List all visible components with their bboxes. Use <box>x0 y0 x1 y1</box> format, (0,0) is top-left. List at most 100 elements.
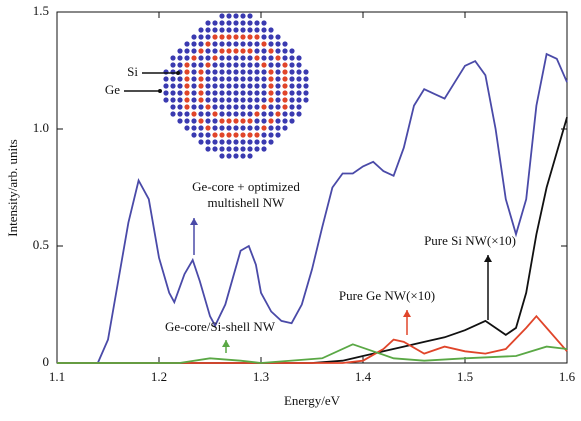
atom <box>177 76 183 82</box>
atom <box>233 48 239 54</box>
atom <box>170 90 176 96</box>
annotation: Pure Si NW(×10) <box>424 233 516 248</box>
atom <box>233 118 239 124</box>
atom <box>275 76 281 82</box>
atom <box>205 83 211 89</box>
atom <box>198 125 204 131</box>
atom <box>247 76 253 82</box>
atom <box>240 27 246 33</box>
atom <box>275 83 281 89</box>
atom <box>198 111 204 117</box>
atom <box>233 90 239 96</box>
atom <box>198 118 204 124</box>
atom <box>268 118 274 124</box>
atom <box>205 69 211 75</box>
atom <box>191 41 197 47</box>
atom <box>268 125 274 131</box>
atom <box>198 34 204 40</box>
atom <box>275 111 281 117</box>
x-tick-label: 1.5 <box>457 369 473 384</box>
atom <box>163 90 169 96</box>
atom <box>212 41 218 47</box>
atom <box>268 27 274 33</box>
atom <box>254 69 260 75</box>
atom <box>177 90 183 96</box>
atom <box>282 97 288 103</box>
atom <box>282 125 288 131</box>
atom <box>219 48 225 54</box>
atom <box>177 62 183 68</box>
atom <box>289 69 295 75</box>
atom <box>261 139 267 145</box>
atom <box>170 83 176 89</box>
atom <box>226 69 232 75</box>
atom <box>254 146 260 152</box>
atom <box>212 104 218 110</box>
atom <box>191 48 197 54</box>
atom <box>247 27 253 33</box>
atom <box>184 48 190 54</box>
atom <box>268 90 274 96</box>
atom <box>205 27 211 33</box>
atom <box>219 90 225 96</box>
atom <box>205 76 211 82</box>
atom <box>233 62 239 68</box>
atom <box>205 139 211 145</box>
atom <box>226 139 232 145</box>
atom <box>261 34 267 40</box>
atom <box>240 146 246 152</box>
atom <box>163 76 169 82</box>
annotation: Si <box>127 64 138 79</box>
atom <box>191 118 197 124</box>
atom <box>254 132 260 138</box>
atom <box>261 97 267 103</box>
atom <box>212 55 218 61</box>
atom <box>212 62 218 68</box>
atom <box>170 62 176 68</box>
atom <box>226 125 232 131</box>
atom <box>275 125 281 131</box>
atom <box>233 76 239 82</box>
arrow-head <box>176 71 180 75</box>
atom <box>247 62 253 68</box>
atom <box>247 139 253 145</box>
atom <box>296 111 302 117</box>
atom <box>184 69 190 75</box>
atom <box>303 90 309 96</box>
atom <box>275 104 281 110</box>
atom <box>268 76 274 82</box>
atom <box>247 41 253 47</box>
atom <box>254 55 260 61</box>
atom <box>198 139 204 145</box>
atom <box>191 62 197 68</box>
atom <box>184 118 190 124</box>
atom <box>254 83 260 89</box>
atom <box>240 118 246 124</box>
atom <box>177 55 183 61</box>
y-tick-label: 1.0 <box>33 120 49 135</box>
atom <box>261 132 267 138</box>
atom <box>219 139 225 145</box>
atom <box>268 83 274 89</box>
atom <box>219 62 225 68</box>
atom <box>226 34 232 40</box>
atom <box>247 118 253 124</box>
atom <box>240 111 246 117</box>
atom <box>212 97 218 103</box>
annotation: Ge <box>105 82 120 97</box>
atom <box>275 118 281 124</box>
atom <box>254 97 260 103</box>
atom <box>212 146 218 152</box>
atom <box>268 139 274 145</box>
atom <box>247 111 253 117</box>
atom <box>226 104 232 110</box>
atom <box>177 118 183 124</box>
atom <box>226 111 232 117</box>
atom <box>261 55 267 61</box>
atom <box>170 69 176 75</box>
atom <box>226 62 232 68</box>
atom <box>275 90 281 96</box>
atom <box>268 34 274 40</box>
x-axis-label: Energy/eV <box>284 393 341 408</box>
